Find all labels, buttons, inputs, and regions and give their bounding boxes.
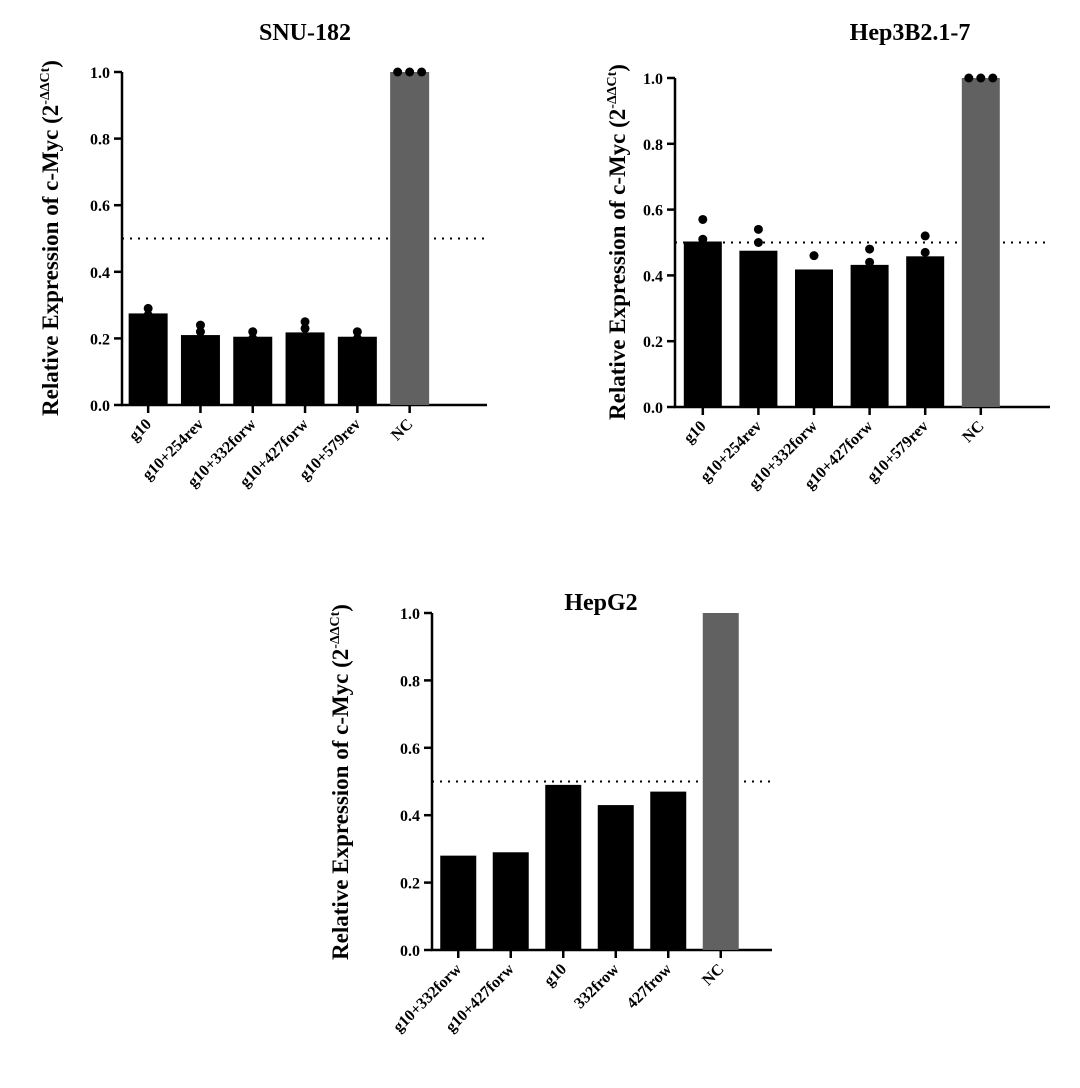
x-tick-label: NC xyxy=(388,416,416,444)
x-tick-label: NC xyxy=(959,418,987,446)
y-tick-label: 0.0 xyxy=(400,943,420,960)
bar xyxy=(906,256,945,407)
bar xyxy=(492,852,529,950)
chart-title: Hep3B2.1-7 xyxy=(850,20,971,46)
y-axis-label-main: Relative Expression of c-Myc (2 xyxy=(38,105,63,416)
data-point xyxy=(865,244,875,254)
y-axis-label: Relative Expression of c-Myc (2-ΔΔCt) xyxy=(38,60,63,416)
chart-snu-182: SNU-182 Relative Expression of c-Myc (2-Δ… xyxy=(38,20,487,491)
data-point xyxy=(248,333,258,343)
y-tick-label: 0.0 xyxy=(90,398,110,415)
bar xyxy=(683,241,722,407)
bar xyxy=(795,269,833,407)
y-tick-label: 0.2 xyxy=(90,331,110,348)
bar xyxy=(850,264,889,407)
data-point xyxy=(352,327,362,337)
x-tick-label: 332frow xyxy=(571,960,623,1012)
y-tick-label: 1.0 xyxy=(400,606,420,623)
x-tick-label: g10 xyxy=(126,416,155,445)
y-axis-label-close: ) xyxy=(38,60,63,68)
data-point xyxy=(300,323,310,333)
y-tick-label: 0.2 xyxy=(400,876,420,893)
data-point xyxy=(964,73,974,83)
data-point xyxy=(248,327,258,337)
x-tick-label: g10 xyxy=(541,961,570,990)
bar xyxy=(180,335,220,405)
data-point xyxy=(352,333,362,343)
data-point xyxy=(809,251,819,261)
y-tick-label: 0.6 xyxy=(643,203,663,220)
data-point xyxy=(195,320,205,330)
chart-title: SNU-182 xyxy=(259,20,351,46)
bar xyxy=(285,332,325,405)
data-point xyxy=(698,234,708,244)
y-tick-label: 0.8 xyxy=(400,673,420,690)
y-tick-label: 1.0 xyxy=(90,65,110,82)
y-axis-label-close: ) xyxy=(605,64,630,72)
y-axis-label-superscript: -ΔΔCt xyxy=(328,611,343,648)
y-tick-label: 0.8 xyxy=(90,132,110,149)
data-point xyxy=(976,73,986,83)
y-axis-label-superscript: -ΔΔCt xyxy=(605,71,620,108)
data-point xyxy=(865,257,875,267)
y-tick-label: 0.0 xyxy=(643,400,663,417)
y-tick-label: 0.6 xyxy=(400,741,420,758)
bar xyxy=(128,313,168,405)
data-point xyxy=(753,224,763,234)
data-point xyxy=(143,303,153,313)
y-tick-label: 0.4 xyxy=(400,808,420,825)
y-axis-label-superscript: -ΔΔCt xyxy=(38,67,53,104)
y-tick-label: 1.0 xyxy=(643,71,663,88)
data-point xyxy=(920,231,930,241)
data-point xyxy=(405,67,415,77)
data-point xyxy=(195,327,205,337)
bar xyxy=(233,336,273,405)
x-tick-label: g10 xyxy=(681,418,710,447)
bar xyxy=(961,78,1000,407)
data-point xyxy=(393,67,403,77)
bar xyxy=(650,791,687,950)
x-tick-label: NC xyxy=(699,961,727,989)
bar xyxy=(390,72,430,405)
data-point xyxy=(417,67,427,77)
chart-title: HepG2 xyxy=(564,590,637,616)
y-axis-label-main: Relative Expression of c-Myc (2 xyxy=(328,649,353,960)
y-axis-label-main: Relative Expression of c-Myc (2 xyxy=(605,109,630,420)
data-point xyxy=(300,317,310,327)
data-point xyxy=(920,247,930,257)
y-axis-label-close: ) xyxy=(328,604,353,612)
chart-hepg2: HepG2 Relative Expression of c-Myc (2-ΔΔC… xyxy=(328,590,772,1036)
y-axis-label: Relative Expression of c-Myc (2-ΔΔCt) xyxy=(605,64,630,420)
data-point xyxy=(753,238,763,247)
bar xyxy=(545,784,582,950)
y-axis-label: Relative Expression of c-Myc (2-ΔΔCt) xyxy=(328,604,353,960)
data-point xyxy=(143,310,153,320)
bar xyxy=(702,613,739,950)
data-point xyxy=(988,73,998,83)
bar xyxy=(337,336,377,405)
x-tick-label: 427frow xyxy=(624,960,676,1012)
bar xyxy=(739,250,778,407)
y-tick-label: 0.4 xyxy=(90,265,110,282)
bar xyxy=(440,855,477,950)
y-tick-label: 0.6 xyxy=(90,198,110,215)
data-point xyxy=(698,214,708,224)
y-tick-label: 0.8 xyxy=(643,137,663,154)
y-tick-label: 0.2 xyxy=(643,334,663,351)
bar xyxy=(597,805,634,950)
y-tick-label: 0.4 xyxy=(643,268,663,285)
chart-hep3b2-1-7: Hep3B2.1-7 Relative Expression of c-Myc (… xyxy=(605,20,1050,493)
